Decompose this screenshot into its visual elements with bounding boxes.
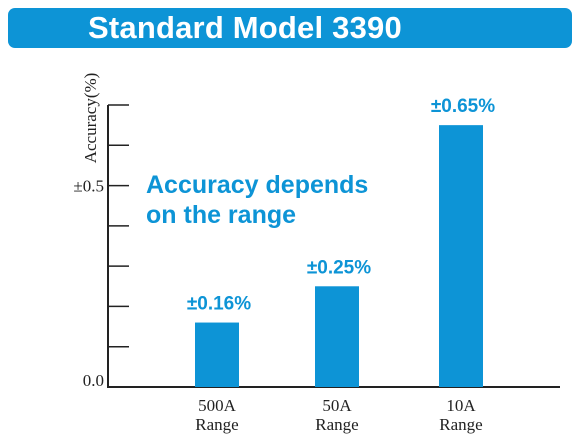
y-tick-label: ±0.5 [73,177,104,196]
x-tick-label: 500A [198,396,237,415]
bar [195,322,239,387]
y-ticks: 0.0 ±0.5 [73,104,129,390]
annotation-text: on the range [146,201,296,229]
x-tick-label: 10A [446,396,476,415]
x-tick-label: 50A [322,396,352,415]
bars [195,125,483,388]
bar-value-label: ±0.16% [187,294,251,315]
title-banner: Standard Model 3390 [8,8,572,48]
y-tick-label: 0.0 [83,371,104,390]
bar [315,286,359,387]
annotation-text: Accuracy depends [146,171,368,199]
x-tick-label: Range [195,415,238,434]
chart-title: Standard Model 3390 [88,10,402,45]
value-labels: ±0.16% ±0.25% ±0.65% [187,96,495,314]
bar-value-label: ±0.65% [431,96,495,117]
x-tick-label: Range [315,415,358,434]
bar-value-label: ±0.25% [307,257,371,278]
y-axis-label: Accuracy(%) [81,73,100,164]
bar [439,125,483,388]
x-tick-label: Range [439,415,482,434]
